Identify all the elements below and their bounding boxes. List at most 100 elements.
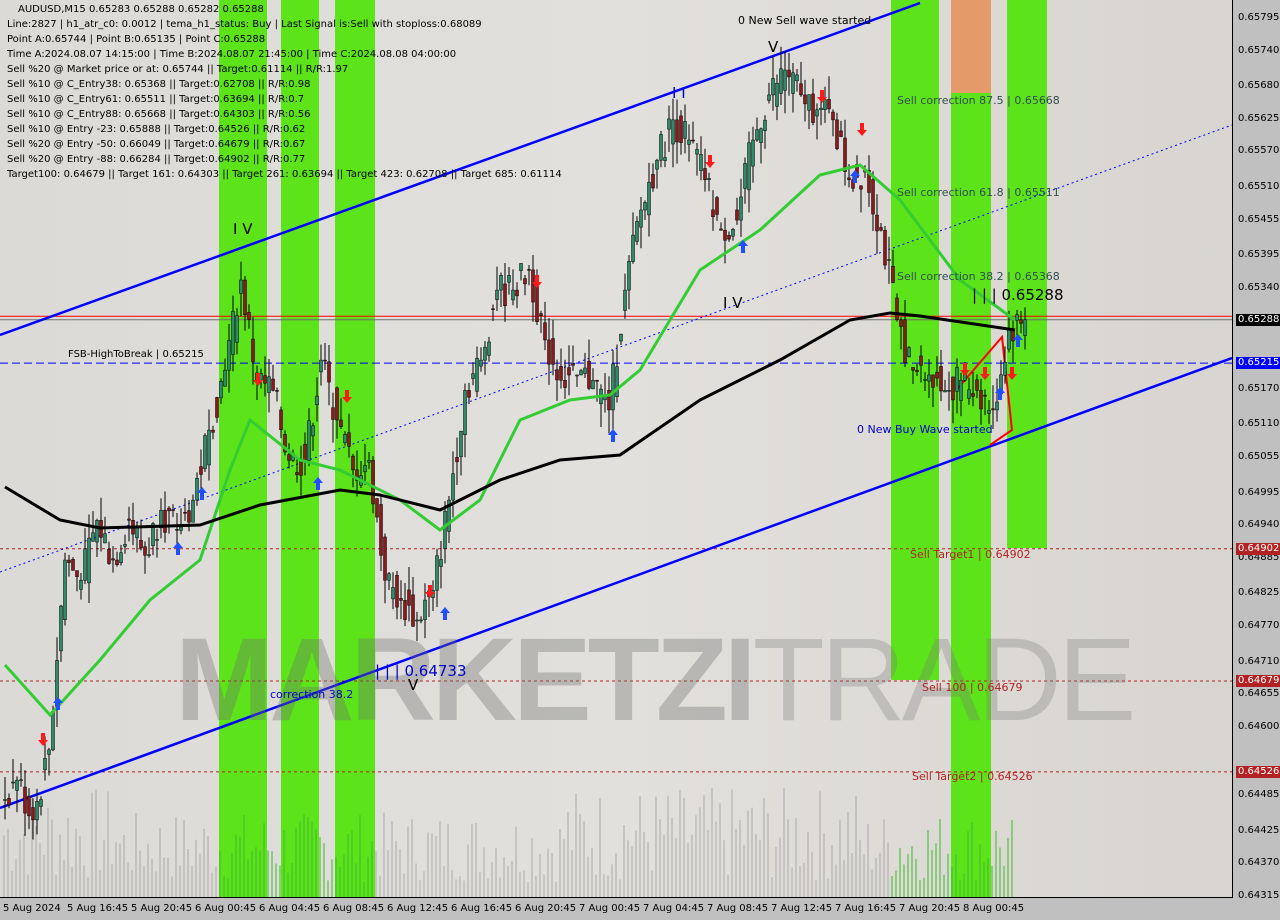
price-tick: 0.64885 (1238, 551, 1280, 563)
candle-body (15, 779, 19, 791)
candle-body (871, 179, 875, 215)
candle-body (447, 499, 451, 532)
candle-body (399, 598, 403, 601)
info-line: Sell %20 @ Entry -88: 0.66284 || Target:… (7, 154, 306, 165)
candle-body (39, 799, 43, 807)
candle-body (463, 390, 467, 435)
wave-iv-label: I V (233, 220, 253, 238)
candle-body (451, 473, 455, 501)
candle-body (351, 455, 355, 471)
candle-body (731, 229, 735, 237)
candle-body (171, 509, 175, 511)
buy-arrow-icon (738, 240, 748, 253)
candle-body (159, 509, 163, 529)
candle-body (495, 289, 499, 300)
candle-body (119, 552, 123, 564)
wave-v-low-label: V (408, 676, 419, 694)
price-tick: 0.65625 (1238, 112, 1280, 124)
candle-body (195, 478, 199, 501)
candle-body (319, 359, 323, 373)
candle-body (911, 367, 915, 371)
wave-iv-2-label: I V (723, 294, 743, 312)
candle-body (547, 339, 551, 365)
candle-body (591, 380, 595, 390)
price-tick: 0.65455 (1238, 213, 1280, 225)
time-tick: 6 Aug 08:45 (323, 903, 385, 914)
candle-body (831, 111, 835, 121)
candle-body (279, 409, 283, 430)
candle-body (515, 289, 519, 297)
new-buy-wave-label: 0 New Buy Wave started (857, 423, 993, 436)
candle-body (455, 457, 459, 463)
candle-body (315, 395, 319, 405)
candle-body (475, 357, 479, 392)
info-line: Sell %20 @ Market price or at: 0.65744 |… (7, 64, 349, 75)
candle-body (1019, 319, 1023, 324)
candle-body (539, 313, 543, 316)
candle-body (671, 119, 675, 145)
price-tick: 0.65170 (1238, 382, 1280, 394)
time-tick: 7 Aug 00:45 (579, 903, 641, 914)
candle-body (183, 512, 187, 514)
sell-arrow-icon (38, 733, 48, 746)
candle-body (303, 443, 307, 461)
candle-body (723, 229, 727, 241)
sell-arrow-icon (1007, 367, 1017, 380)
candle-body (347, 432, 351, 447)
sell-target1-label: Sell Target1 | 0.64902 (910, 548, 1031, 561)
candle-body (695, 149, 699, 155)
candle-body (7, 798, 11, 806)
candle-body (283, 433, 287, 453)
candle-body (783, 69, 787, 91)
candle-body (191, 499, 195, 523)
candle-body (419, 619, 423, 622)
candle-body (479, 359, 483, 367)
signal-band-top (951, 0, 991, 93)
candle-body (375, 498, 379, 518)
candle-body (827, 99, 831, 110)
candle-body (211, 429, 215, 433)
candle-body (511, 289, 515, 301)
candle-body (763, 119, 767, 131)
candle-body (799, 83, 803, 96)
candle-body (31, 807, 35, 821)
candle-body (343, 434, 347, 443)
candle-body (327, 361, 331, 383)
candle-body (887, 259, 891, 261)
candle-body (371, 460, 375, 505)
time-tick: 7 Aug 20:45 (899, 903, 961, 914)
candle-body (1015, 314, 1019, 321)
candle-body (655, 159, 659, 170)
candle-body (579, 370, 583, 376)
candle-body (943, 390, 947, 393)
candle-body (207, 429, 211, 466)
candle-body (755, 129, 759, 141)
candle-body (751, 139, 755, 167)
sell-arrow-icon (705, 155, 715, 168)
candle-body (1003, 361, 1007, 376)
candle-body (975, 379, 979, 391)
candle-body (127, 518, 131, 521)
candle-body (667, 118, 671, 130)
candle-body (903, 319, 907, 363)
sell-correction-875-label: Sell correction 87.5 | 0.65668 (897, 94, 1060, 107)
candle-body (879, 227, 883, 231)
candle-body (387, 573, 391, 581)
candle-body (907, 347, 911, 357)
candle-body (123, 544, 127, 547)
candle-body (391, 587, 395, 600)
candle-body (383, 536, 387, 581)
candle-body (535, 283, 539, 322)
candle-body (803, 94, 807, 105)
candle-body (471, 373, 475, 379)
chart-area[interactable]: MARKETZITRADE AUDUSD,M15 0.65283 0.65288… (0, 0, 1233, 898)
fsb-label: FSB-HighToBreak | 0.65215 (68, 349, 204, 360)
candle-body (91, 532, 95, 542)
candle-body (991, 408, 995, 411)
candle-body (483, 346, 487, 361)
candle-body (787, 69, 791, 78)
candle-body (147, 554, 151, 556)
candle-body (95, 520, 99, 543)
buy-arrow-icon (173, 542, 183, 555)
candle-body (727, 235, 731, 240)
